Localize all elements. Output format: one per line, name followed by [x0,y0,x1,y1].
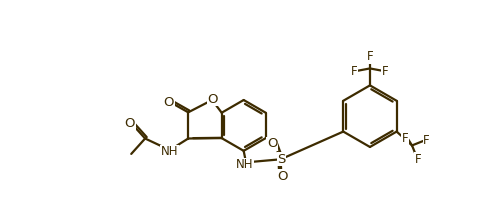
Text: NH: NH [236,158,253,171]
Text: F: F [367,50,374,63]
Text: O: O [267,137,277,150]
Text: F: F [415,153,421,166]
Text: F: F [351,65,358,78]
Text: O: O [124,117,135,130]
Text: O: O [208,93,218,106]
Text: O: O [278,170,288,183]
Text: F: F [402,132,408,145]
Text: NH: NH [161,145,178,158]
Text: F: F [423,134,430,147]
Text: S: S [277,153,285,166]
Text: O: O [164,96,174,109]
Text: F: F [382,65,388,78]
